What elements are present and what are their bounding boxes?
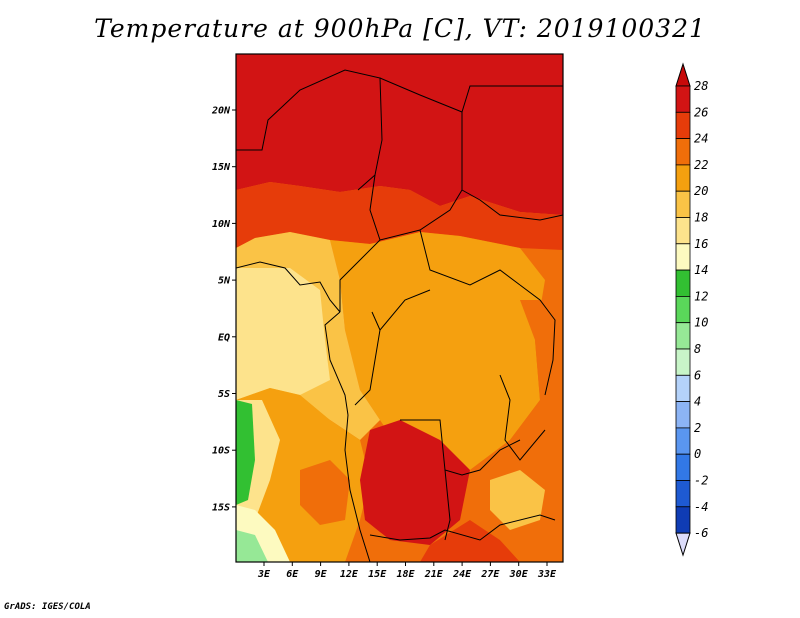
colorbar-bottom-arrow xyxy=(675,532,691,557)
colorbar-box xyxy=(675,138,691,166)
colorbar-label: -6 xyxy=(694,526,708,540)
colorbar-box xyxy=(675,243,691,271)
temperature-field xyxy=(236,54,563,562)
colorbar-box xyxy=(675,506,691,534)
grads-credit: GrADS: IGES/COLA xyxy=(4,602,91,612)
lat-tick-label: EQ xyxy=(218,332,230,343)
lon-tick-label: 12E xyxy=(340,569,359,580)
colorbar-box xyxy=(675,427,691,455)
plot-frame xyxy=(235,53,564,563)
colorbar-label: 28 xyxy=(694,79,708,93)
colorbar-box xyxy=(675,322,691,350)
longitude-axis: 3E 6E 9E 12E 15E 18E 21E 24E 27E 30E 33E xyxy=(257,562,557,580)
colorbar-top-arrow xyxy=(675,62,691,87)
chart-title: Temperature at 900hPa [C], VT: 201910032… xyxy=(94,14,706,43)
colorbar-label: 14 xyxy=(694,263,708,277)
colorbar-label: 8 xyxy=(694,342,701,356)
colorbar-box xyxy=(675,190,691,218)
lon-tick-label: 3E xyxy=(257,569,271,580)
lon-tick-label: 33E xyxy=(537,569,557,580)
colorbar-label: 10 xyxy=(694,316,708,330)
colorbar-label: 12 xyxy=(694,289,708,303)
colorbar-box xyxy=(675,480,691,508)
colorbar-label: 4 xyxy=(694,395,701,409)
lon-tick-label: 9E xyxy=(315,569,328,580)
lat-tick-label: 10S xyxy=(212,446,230,457)
lon-tick-label: 6E xyxy=(286,569,299,580)
colorbar-box xyxy=(675,164,691,192)
colorbar-box xyxy=(675,295,691,324)
lon-tick-label: 18E xyxy=(396,569,415,580)
lon-tick-label: 24E xyxy=(452,569,472,580)
lat-tick-label: 20N xyxy=(211,106,231,117)
colorbar-label: 20 xyxy=(694,184,708,198)
colorbar-box xyxy=(675,348,691,376)
lon-tick-label: 27E xyxy=(480,569,500,580)
colorbar-box xyxy=(675,269,691,297)
colorbar-box xyxy=(675,111,691,140)
colorbar-box xyxy=(675,453,691,481)
country-borders xyxy=(236,69,563,562)
lat-tick-label: 15S xyxy=(212,502,230,513)
colorbar-label: 24 xyxy=(694,132,708,146)
lat-tick-label: 5S xyxy=(218,389,230,400)
colorbar-label: 26 xyxy=(694,105,708,119)
colorbar-label: -4 xyxy=(694,500,708,514)
colorbar-label: 6 xyxy=(694,368,701,382)
colorbar-box xyxy=(675,374,691,402)
colorbar-label: 2 xyxy=(694,421,701,435)
latitude-axis: 20N 15N 10N 5N EQ 5S 10S 15S xyxy=(211,106,236,513)
lat-tick-label: 5N xyxy=(218,276,231,287)
colorbar-label: 22 xyxy=(694,158,708,172)
lon-tick-label: 21E xyxy=(424,569,444,580)
colorbar-label: 0 xyxy=(694,447,701,461)
colorbar-label: -2 xyxy=(694,474,708,488)
lat-tick-label: 15N xyxy=(212,162,231,173)
colorbar-box xyxy=(675,401,691,429)
colorbar-label: 16 xyxy=(694,237,708,251)
lon-tick-label: 15E xyxy=(368,569,387,580)
colorbar-box xyxy=(675,217,691,245)
colorbar-box xyxy=(675,85,691,113)
lat-tick-label: 10N xyxy=(212,219,231,230)
colorbar-label: 18 xyxy=(694,211,708,225)
lon-tick-label: 30E xyxy=(509,569,529,580)
